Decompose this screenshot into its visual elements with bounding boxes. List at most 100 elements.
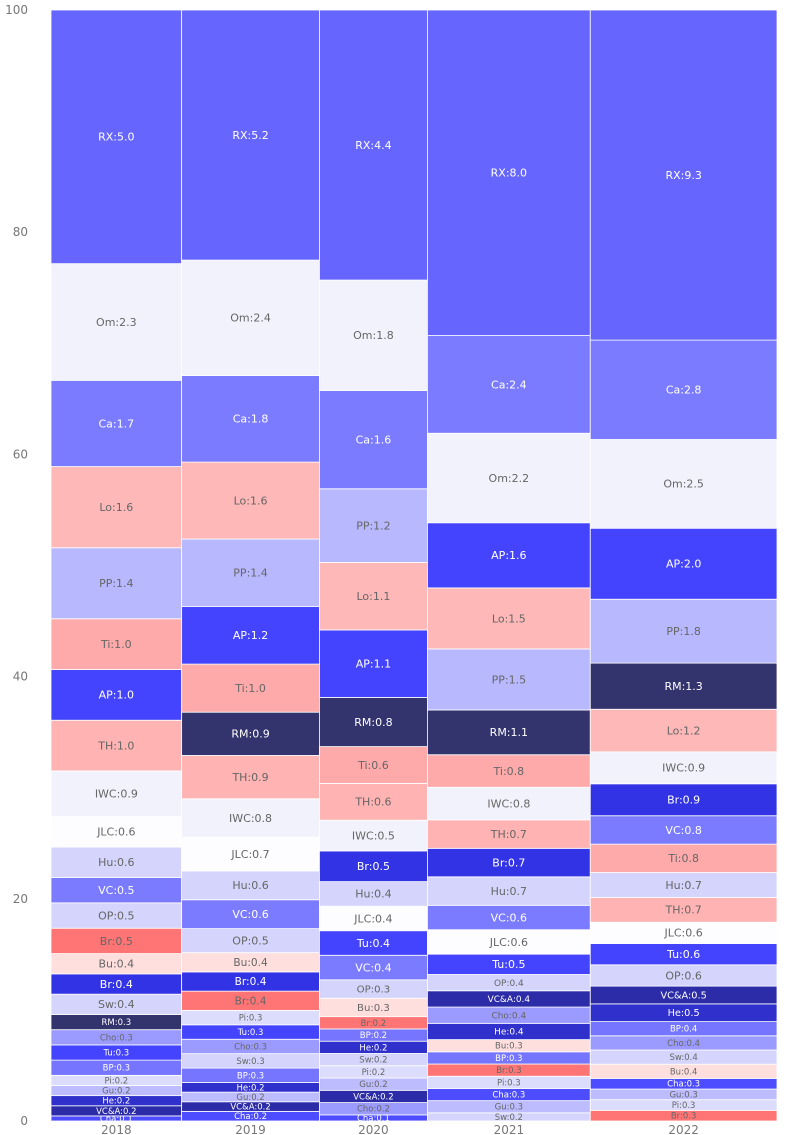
- bar-segment: [427, 929, 591, 955]
- segment-label: Ti:0.6: [357, 759, 389, 772]
- segment-label: Pi:0.2: [104, 1076, 128, 1086]
- segment-label: AP:1.0: [99, 689, 134, 702]
- segment-label: OP:0.5: [98, 909, 135, 922]
- bar-segment: [319, 390, 428, 490]
- segment-label: Ti:0.8: [667, 852, 699, 865]
- y-tick-label: 80: [13, 225, 28, 239]
- segment-label: Ca:1.6: [356, 434, 392, 447]
- bar-segment: [589, 751, 778, 785]
- y-tick-label: 40: [13, 670, 28, 684]
- bar-segment: [181, 870, 320, 901]
- segment-label: BP:0.3: [495, 1054, 522, 1064]
- x-tick-label: 2019: [235, 1123, 266, 1135]
- segment-label: Br:0.4: [100, 978, 133, 991]
- segment-label: Br:0.5: [357, 860, 390, 873]
- bar-segment: [427, 522, 591, 589]
- segment-label: Cho:0.3: [100, 1033, 133, 1043]
- segment-label: Ti:1.0: [100, 638, 132, 651]
- bar-segment: [319, 697, 428, 747]
- segment-label: Cha:0.1: [357, 1114, 390, 1124]
- bar-segment: [589, 708, 778, 753]
- segment-label: Pi:0.3: [497, 1078, 521, 1088]
- segment-label: Gu:0.2: [102, 1087, 130, 1097]
- bar-segment: [319, 562, 428, 631]
- bar-segment: [427, 587, 591, 650]
- segment-label: VC:0.8: [665, 824, 701, 837]
- segment-label: JLC:0.6: [664, 927, 703, 940]
- y-tick-label: 100: [5, 3, 28, 17]
- segment-label: Ti:1.0: [234, 682, 266, 695]
- segment-label: Om:2.2: [489, 472, 530, 485]
- segment-label: Cha:0.3: [492, 1091, 525, 1101]
- segment-label: BP:0.3: [103, 1064, 130, 1074]
- segment-label: Br:0.4: [235, 976, 267, 988]
- bar-segment: [50, 669, 183, 721]
- bar-segment: [589, 815, 778, 845]
- segment-label: Pi:0.3: [239, 1014, 263, 1024]
- segment-label: VC&A:0.2: [230, 1103, 270, 1113]
- segment-label: Br:0.4: [235, 995, 267, 1007]
- bar-segment: [589, 339, 778, 440]
- segment-label: PP:1.4: [233, 567, 267, 580]
- bar-segment: [589, 598, 778, 664]
- bar-segment: [50, 719, 183, 772]
- segment-label: Lo:1.5: [492, 612, 526, 625]
- segment-label: Bu:0.3: [495, 1042, 523, 1052]
- segment-label: Br:0.3: [496, 1066, 522, 1076]
- segment-label: OP:0.5: [232, 934, 269, 947]
- bar-segment: [427, 709, 591, 756]
- segment-label: Hu:0.7: [491, 885, 527, 898]
- segment-label: IWC:0.8: [229, 812, 272, 825]
- bar-segment: [50, 379, 183, 467]
- segment-label: RM:0.3: [102, 1018, 132, 1028]
- segment-label: Tu:0.3: [237, 1028, 264, 1038]
- segment-label: BP:0.2: [360, 1031, 387, 1041]
- bar-segment: [319, 930, 428, 956]
- segment-label: AP:1.1: [356, 658, 391, 671]
- segment-label: Sw:0.2: [495, 1113, 523, 1123]
- bar-segment: [181, 663, 320, 713]
- segment-label: Om:2.3: [96, 316, 137, 329]
- segment-label: Sw:0.2: [359, 1056, 387, 1066]
- segment-label: Hu:0.6: [98, 856, 134, 869]
- segment-label: Bu:0.4: [670, 1067, 698, 1077]
- segment-label: Br:0.5: [100, 935, 133, 948]
- bar-segment: [589, 527, 778, 600]
- bar-segment: [181, 928, 320, 954]
- segment-label: Gu:0.2: [359, 1080, 387, 1090]
- segment-label: He:0.2: [359, 1043, 387, 1053]
- bar-segment: [319, 783, 428, 821]
- bar-segment: [181, 375, 320, 463]
- segment-label: Br:0.9: [667, 794, 700, 807]
- segment-label: Bu:0.4: [233, 957, 268, 969]
- segment-label: Sw:0.3: [236, 1057, 264, 1067]
- bar-segment: [427, 819, 591, 849]
- segment-label: JLC:0.4: [353, 912, 392, 925]
- bar-segment: [589, 843, 778, 873]
- segment-label: Lo:1.1: [356, 590, 390, 603]
- segment-label: VC:0.6: [491, 911, 527, 924]
- segment-label: Br:0.7: [492, 856, 525, 869]
- segment-label: Cha:0.1: [100, 1114, 133, 1124]
- segment-label: Lo:1.2: [667, 724, 701, 737]
- segment-label: RM:0.9: [231, 728, 269, 741]
- segment-label: IWC:0.5: [352, 829, 395, 842]
- x-tick-label: 2021: [494, 1123, 525, 1135]
- bar-segment: [319, 819, 428, 852]
- segment-label: IWC:0.9: [662, 762, 705, 775]
- segment-label: Lo:1.6: [234, 494, 268, 507]
- bar-segment: [589, 872, 778, 898]
- segment-label: AP:2.0: [666, 558, 701, 571]
- bar-segment: [589, 9, 778, 341]
- segment-label: VC&A:0.4: [488, 995, 531, 1005]
- bar-segment: [181, 538, 320, 607]
- segment-label: Gu:0.2: [236, 1093, 264, 1103]
- segment-label: IWC:0.9: [95, 788, 138, 801]
- segment-label: Om:2.5: [663, 478, 704, 491]
- bar-segment: [319, 9, 428, 281]
- bar-segment: [319, 850, 428, 883]
- segment-label: He:0.2: [237, 1083, 265, 1093]
- bar-segment: [427, 432, 591, 524]
- segment-label: BP:0.3: [237, 1071, 264, 1081]
- segment-label: JLC:0.6: [489, 936, 528, 949]
